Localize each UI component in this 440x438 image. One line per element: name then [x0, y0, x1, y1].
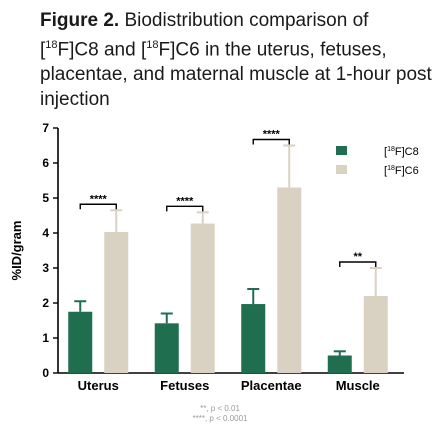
significance-bracket: [339, 261, 377, 267]
significance-label: **: [353, 251, 362, 263]
significance-label: ****: [90, 193, 108, 205]
legend-swatch-series-1: [336, 146, 347, 155]
significance-bracket: [79, 203, 117, 210]
bar-uterus-series-2: [104, 231, 129, 373]
y-tick-label: 7: [42, 121, 49, 135]
bar-muscle-series-2: [363, 296, 388, 373]
y-tick-label: 3: [42, 261, 49, 275]
bar-fetuses-series-1: [154, 323, 179, 373]
x-tick-label: Muscle: [336, 378, 380, 393]
x-tick-label: Placentae: [241, 378, 302, 393]
significance-label: ****: [176, 195, 194, 207]
figure-caption: Figure 2. Biodistribution comparison of …: [40, 8, 432, 112]
y-tick-label: 0: [42, 366, 49, 380]
significance-label: ****: [263, 129, 281, 141]
figure-label: Figure 2.: [40, 10, 120, 31]
footnote-p01: **, p < 0.01: [200, 404, 240, 413]
caption-text-a: Biodistribution comparison of [: [40, 10, 369, 61]
y-tick-label: 4: [42, 226, 49, 240]
bar-placentae-series-1: [241, 304, 266, 373]
footnote-p0001: ****, p < 0.0001: [192, 414, 248, 423]
caption-text-c: F]C6 in the uterus, fetuses, placentae, …: [40, 39, 432, 111]
y-tick-label: 6: [42, 156, 49, 170]
significance-bracket: [166, 205, 204, 212]
y-axis-title: %ID/gram: [9, 221, 24, 281]
y-tick-label: 1: [42, 331, 49, 345]
caption-text-b: F]C8 and [: [57, 39, 147, 61]
y-tick-label: 5: [42, 191, 49, 205]
y-tick-label: 2: [42, 296, 49, 310]
caption-sup-b: 18: [146, 39, 159, 51]
caption-sup-a: 18: [45, 39, 58, 51]
bar-fetuses-series-2: [190, 223, 215, 373]
bar-uterus-series-1: [68, 311, 93, 373]
bar-placentae-series-2: [277, 187, 302, 373]
legend-label-series-2: [18F]C6: [384, 165, 419, 177]
bar-muscle-series-1: [327, 355, 352, 373]
significance-bracket: [252, 138, 290, 145]
x-tick-label: Fetuses: [160, 378, 209, 393]
x-tick-label: Uterus: [78, 378, 119, 393]
legend-swatch-series-2: [336, 165, 347, 174]
legend-label-series-1: [18F]C8: [384, 146, 419, 158]
